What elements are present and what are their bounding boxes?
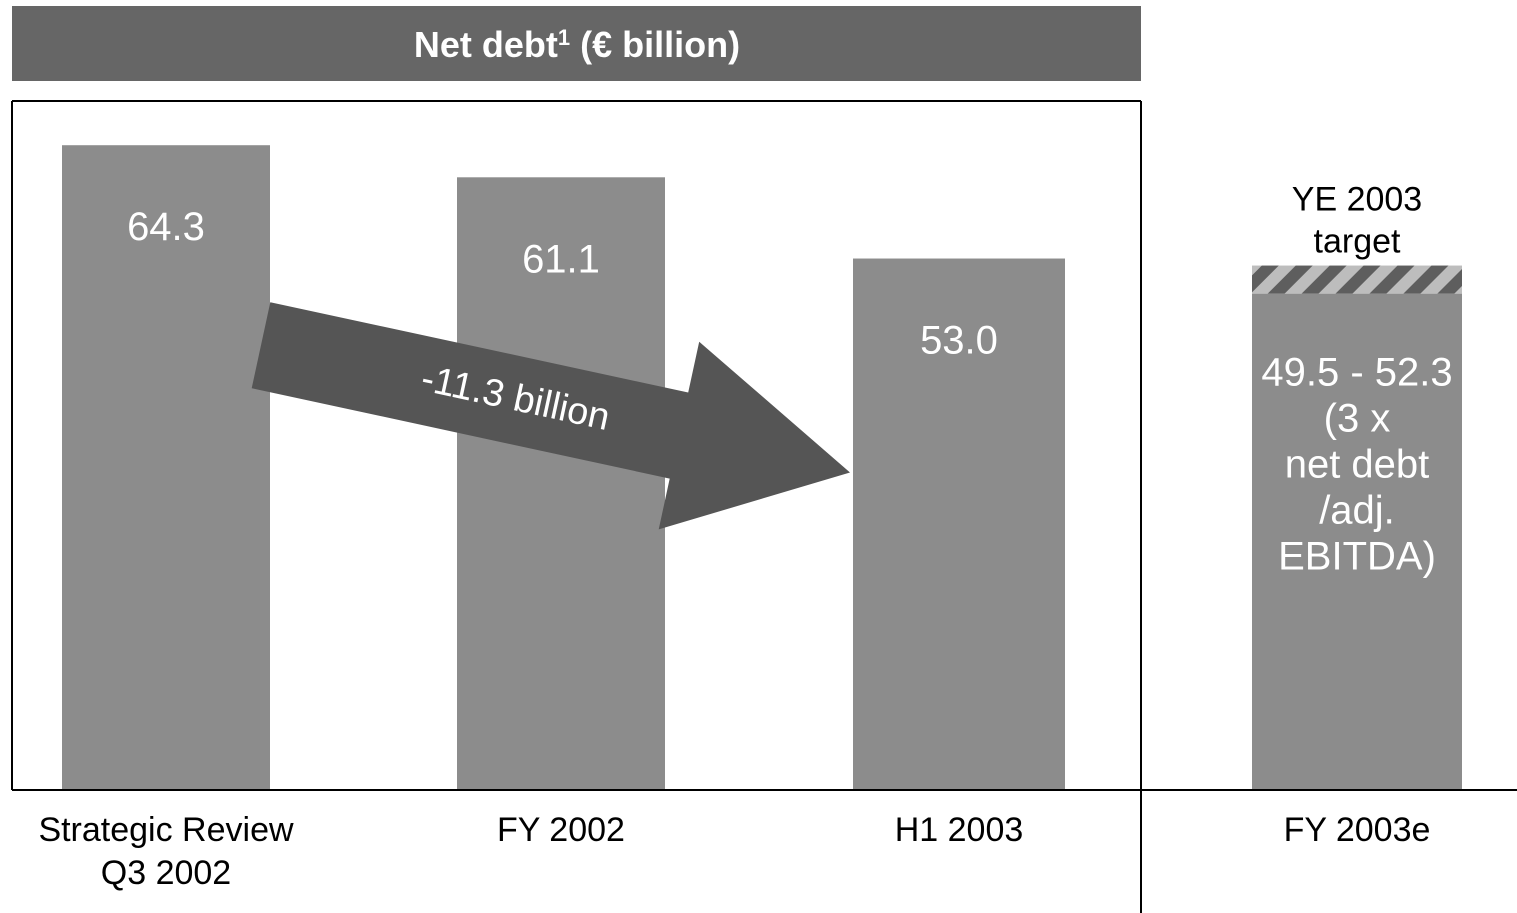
chart-title: Net debt1 (€ billion) bbox=[414, 24, 740, 65]
bar-1 bbox=[62, 145, 270, 791]
category-label-2: FY 2002 bbox=[497, 811, 625, 849]
title-banner bbox=[12, 6, 1141, 81]
category-label-1-line-1: Strategic Review bbox=[38, 811, 294, 849]
arrow-shape bbox=[251, 302, 850, 530]
target-range-hatch bbox=[1252, 265, 1462, 294]
bar-3 bbox=[853, 258, 1065, 790]
target-label-line-5: EBITDA) bbox=[1278, 535, 1436, 579]
chart-frame bbox=[11, 100, 1142, 913]
title-footnote-marker: 1 bbox=[558, 25, 570, 50]
target-label-line-4: /adj. bbox=[1319, 489, 1395, 533]
target-caption-line-2: target bbox=[1314, 223, 1401, 261]
value-label-3: 53.0 bbox=[920, 319, 998, 363]
value-label-1: 64.3 bbox=[127, 205, 205, 249]
target-label-line-2: (3 x bbox=[1324, 397, 1391, 441]
target-label-line-3: net debt bbox=[1285, 443, 1430, 487]
target-bar bbox=[1252, 293, 1462, 790]
target-label-line-1: 49.5 - 52.3 bbox=[1261, 351, 1452, 395]
value-label-2: 61.1 bbox=[522, 237, 600, 281]
bars-layer bbox=[62, 145, 1462, 791]
trend-arrow: -11.3 billion bbox=[251, 302, 850, 530]
target-caption-line-1: YE 2003 bbox=[1292, 181, 1422, 219]
category-label-1-line-2: Q3 2002 bbox=[101, 854, 231, 892]
category-label-4: FY 2003e bbox=[1284, 811, 1431, 849]
labels-layer: 64.3 61.1 53.0 YE 2003 target 49.5 - 52.3(3 x… bbox=[38, 181, 1452, 892]
bar-2 bbox=[457, 177, 665, 790]
category-label-3: H1 2003 bbox=[895, 811, 1024, 849]
